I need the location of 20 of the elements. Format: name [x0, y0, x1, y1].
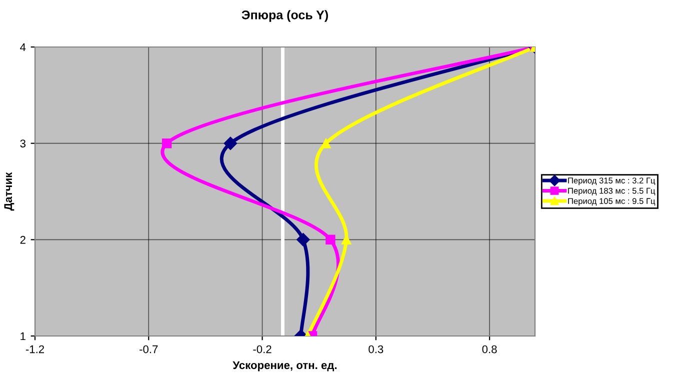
point	[321, 138, 331, 148]
y-tick-label: 1	[20, 332, 26, 340]
y-tick-label: 2	[20, 236, 26, 244]
chart-title: Эпюра (ось Y)	[242, 10, 328, 22]
legend-label: Период 183 мс : 5.5 Гц	[568, 188, 656, 196]
x-tick-label: -1.2	[26, 345, 44, 354]
x-axis-title: Ускорение, отн. ед.	[232, 361, 337, 372]
y-axis-title: Датчик	[4, 172, 14, 211]
legend-label: Период 105 мс : 9.5 Гц	[568, 198, 656, 206]
y-tick-label: 4	[20, 43, 26, 52]
x-tick-label: -0.2	[253, 345, 272, 354]
point	[224, 136, 238, 150]
point	[162, 138, 172, 148]
x-tick-label: 0.3	[368, 345, 384, 354]
legend-label: Период 315 мс : 3.2 Гц	[568, 178, 656, 186]
point	[296, 233, 310, 246]
point	[326, 234, 336, 245]
x-tick-label: -0.7	[140, 345, 158, 354]
y-tick-label: 3	[20, 140, 26, 148]
x-tick-label: 0.8	[482, 345, 497, 354]
